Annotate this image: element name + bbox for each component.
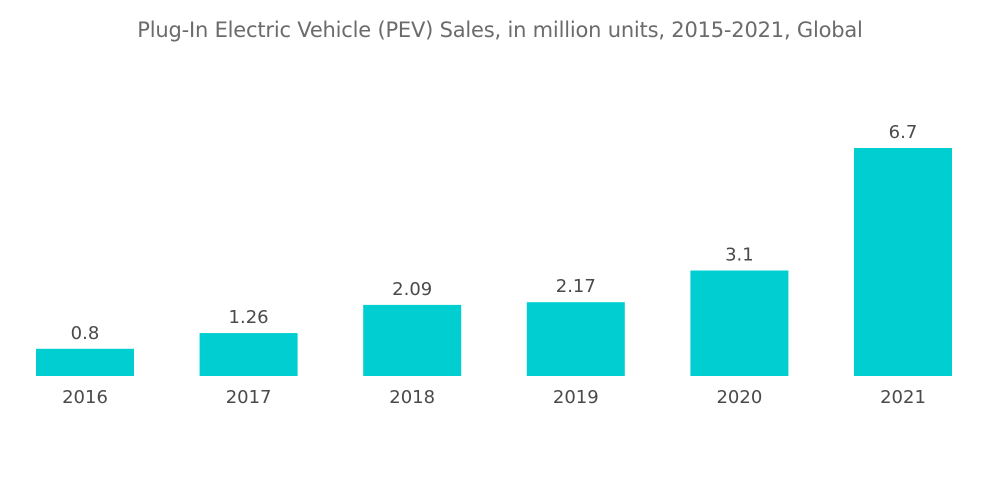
chart-title: Plug-In Electric Vehicle (PEV) Sales, in… — [137, 18, 863, 42]
x-tick-label-2019: 2019 — [553, 387, 599, 408]
bar-2019 — [526, 302, 625, 376]
bar-2018 — [363, 304, 462, 376]
bar-2016 — [36, 348, 134, 376]
x-tick-label-2020: 2020 — [716, 387, 762, 408]
value-label-2021: 6.7 — [889, 122, 918, 143]
value-label-2018: 2.09 — [392, 279, 432, 300]
value-label-2016: 0.8 — [71, 323, 100, 344]
bar-2020 — [690, 270, 789, 376]
x-tick-label-2021: 2021 — [880, 387, 926, 408]
value-label-2020: 3.1 — [725, 245, 754, 266]
value-labels-group: 0.8 1.26 2.09 2.17 3.1 6.7 — [71, 122, 918, 344]
bar-2017 — [199, 333, 298, 376]
x-tick-label-2017: 2017 — [226, 387, 272, 408]
bar-2021 — [854, 148, 952, 376]
value-label-2019: 2.17 — [556, 276, 596, 297]
x-tick-labels-group: 2016 2017 2018 2019 2020 2021 — [62, 387, 926, 408]
x-tick-label-2016: 2016 — [62, 387, 108, 408]
x-tick-label-2018: 2018 — [389, 387, 435, 408]
bars-group — [36, 148, 952, 376]
value-label-2017: 1.26 — [229, 307, 269, 328]
